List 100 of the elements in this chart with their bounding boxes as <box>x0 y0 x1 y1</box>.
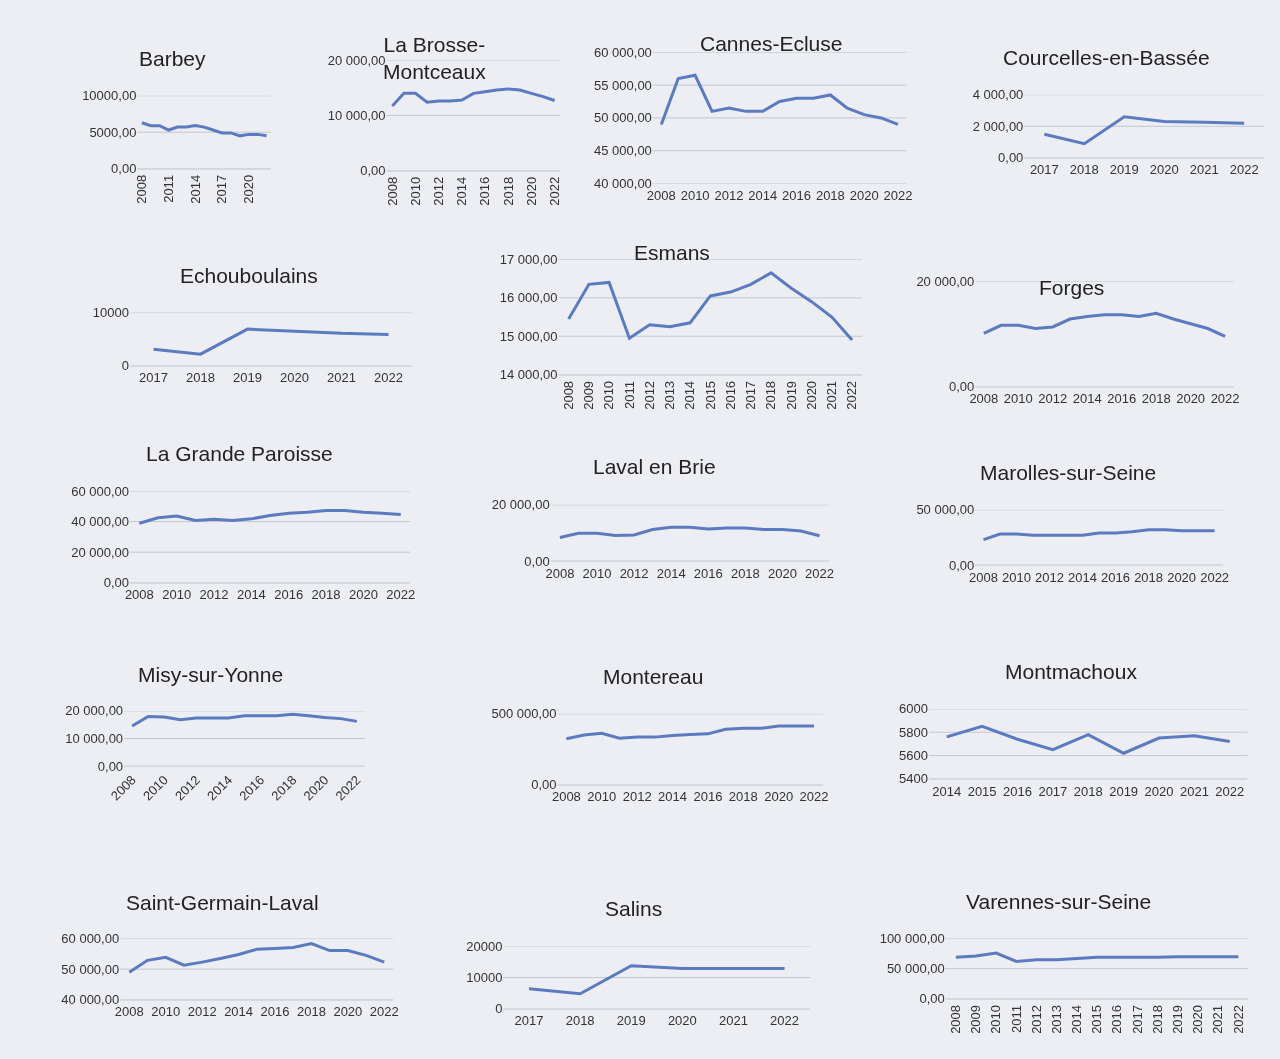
x-tick-label: 2014 <box>1068 569 1098 585</box>
y-tick-label: 0,00 <box>919 991 945 1007</box>
x-tick-label: 2014 <box>187 174 203 204</box>
line-series <box>137 508 403 525</box>
x-tick-label: 2019 <box>233 370 262 386</box>
x-tick-label: 2010 <box>407 176 423 206</box>
x-tick-label: 2020 <box>1167 569 1197 585</box>
x-tick-label: 2009 <box>968 1004 984 1034</box>
y-tick-label: 60 000,00 <box>61 931 120 947</box>
y-tick-label: 20 000,00 <box>916 273 975 289</box>
x-tick-label: 2022 <box>1230 1004 1246 1034</box>
x-tick-label: 2016 <box>693 565 723 581</box>
line-series <box>127 942 386 974</box>
line-series <box>1042 115 1246 146</box>
x-tick-label: 2016 <box>477 176 493 206</box>
y-tick-label: 2 000,00 <box>972 118 1024 134</box>
x-tick-label: 2012 <box>622 789 652 805</box>
x-tick-label: 2012 <box>1038 391 1068 407</box>
y-tick-label: 0,00 <box>111 161 137 177</box>
y-tick-label: 0 <box>121 358 130 374</box>
x-tick-label: 2019 <box>1109 783 1139 799</box>
x-tick-label: 2018 <box>1073 783 1103 799</box>
y-tick-label: 10000 <box>466 970 503 986</box>
x-tick-label: 2021 <box>1179 783 1209 799</box>
x-tick-label: 2020 <box>803 380 819 410</box>
x-tick-label: 2008 <box>560 380 576 410</box>
x-tick-label: 2020 <box>523 176 539 206</box>
x-tick-label: 2016 <box>274 587 304 603</box>
x-tick-label: 2017 <box>139 370 168 386</box>
x-tick-label: 2018 <box>1141 391 1171 407</box>
y-tick-label: 10000,00 <box>82 88 137 104</box>
x-tick-label: 2021 <box>824 380 840 410</box>
y-tick-label: 55 000,00 <box>594 77 652 93</box>
line-series <box>390 87 557 108</box>
x-tick-label: 2018 <box>728 789 758 805</box>
x-tick-label: 2016 <box>1101 569 1131 585</box>
y-tick-label: 50 000,00 <box>594 110 652 126</box>
x-tick-label: 2018 <box>815 188 845 204</box>
y-tick-label: 10 000,00 <box>65 731 124 747</box>
line-series <box>140 121 269 138</box>
x-tick-label: 2018 <box>763 380 779 410</box>
y-tick-label: 100 000,00 <box>879 931 945 947</box>
x-tick-label: 2020 <box>1176 391 1206 407</box>
y-tick-label: 6000 <box>899 701 929 717</box>
x-tick-label: 2012 <box>1035 569 1064 585</box>
x-tick-label: 2009 <box>581 380 597 410</box>
x-tick-label: 2022 <box>1200 569 1230 585</box>
x-tick-label: 2014 <box>748 188 778 204</box>
x-tick-label: 2012 <box>187 1004 217 1020</box>
chart-title: Forges <box>1039 276 1105 299</box>
x-tick-label: 2014 <box>1072 391 1102 407</box>
y-tick-label: 50 000,00 <box>886 961 945 977</box>
y-tick-label: 20 000,00 <box>491 497 550 513</box>
x-tick-label: 2021 <box>1210 1004 1226 1034</box>
chart-title: Laval en Brie <box>593 455 716 478</box>
x-tick-label: 2018 <box>186 370 215 386</box>
chart-title: Salins <box>605 897 663 920</box>
y-tick-label: 50 000,00 <box>61 961 120 977</box>
y-tick-label: 4 000,00 <box>972 87 1024 103</box>
x-tick-label: 2015 <box>967 783 997 799</box>
x-tick-label: 2018 <box>296 1004 326 1020</box>
x-tick-label: 2017 <box>1129 1004 1145 1034</box>
x-tick-label: 2019 <box>1109 162 1139 178</box>
line-series <box>659 73 900 126</box>
x-tick-label: 2022 <box>374 370 404 386</box>
x-tick-label: 2020 <box>667 1013 697 1029</box>
x-tick-label: 2020 <box>348 587 378 603</box>
chart-title: Esmans <box>634 241 710 264</box>
x-tick-label: 2011 <box>1008 1004 1024 1033</box>
x-tick-label: 2016 <box>722 380 738 410</box>
x-tick-label: 2022 <box>770 1013 800 1029</box>
chart-title: Courcelles-en-Bassée <box>1003 46 1210 69</box>
chart-title: Barbey <box>139 47 207 70</box>
line-series <box>564 724 816 741</box>
x-tick-label: 2016 <box>782 188 812 204</box>
x-tick-label: 2008 <box>948 1004 964 1034</box>
chart-title: Montereau <box>603 665 704 688</box>
x-tick-label: 2018 <box>1149 1004 1165 1034</box>
x-tick-label: 2016 <box>1107 391 1137 407</box>
x-tick-label: 2014 <box>658 789 687 805</box>
y-tick-label: 0 <box>495 1001 503 1017</box>
x-tick-label: 2017 <box>1038 783 1068 799</box>
x-tick-label: 2012 <box>199 587 229 603</box>
x-tick-label: 2017 <box>1029 162 1059 178</box>
x-tick-label: 2014 <box>224 1004 254 1020</box>
y-tick-label: 16 000,00 <box>499 290 558 306</box>
chart-title: Cannes-Ecluse <box>700 32 843 55</box>
line-series <box>527 964 787 996</box>
x-tick-label: 2008 <box>134 174 150 204</box>
x-tick-label: 2018 <box>1134 569 1164 585</box>
x-tick-label: 2010 <box>1003 391 1033 407</box>
x-tick-label: 2022 <box>883 188 913 204</box>
y-tick-label: 20 000,00 <box>71 544 130 560</box>
chart-title: Misy-sur-Yonne <box>138 663 284 686</box>
y-tick-label: 17 000,00 <box>499 251 558 267</box>
x-tick-label: 2014 <box>236 587 266 603</box>
x-tick-label: 2017 <box>214 174 230 204</box>
line-series <box>558 525 822 539</box>
x-tick-label: 2012 <box>714 188 744 204</box>
x-tick-label: 2016 <box>693 789 723 805</box>
